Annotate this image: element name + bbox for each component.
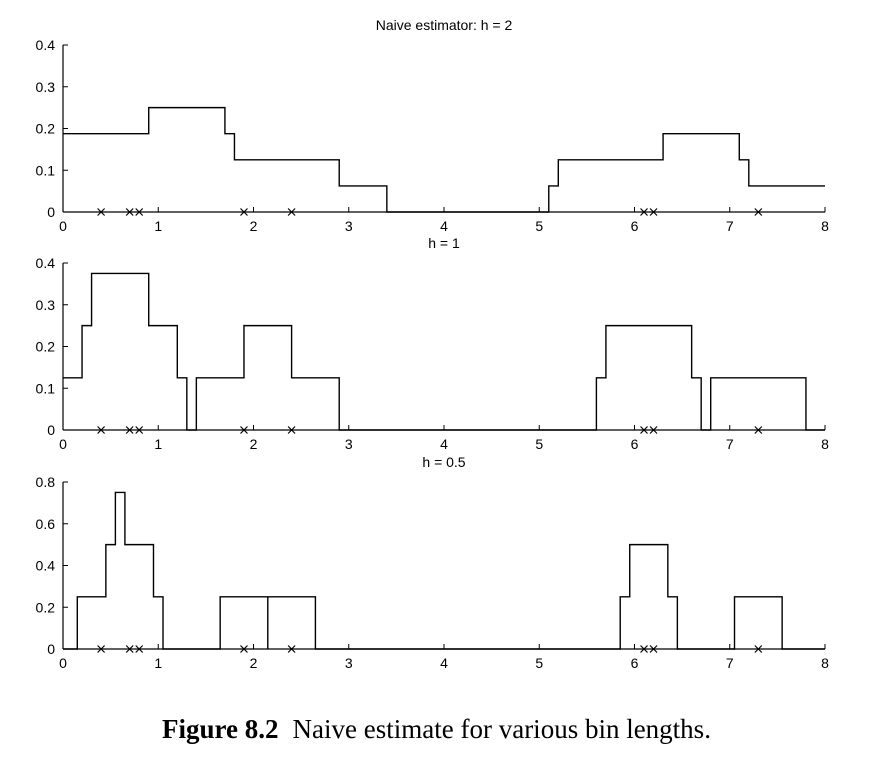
x-tick-label: 1 (154, 436, 162, 452)
sample-marker (135, 426, 144, 434)
caption-number: Figure 8.2 (162, 714, 279, 744)
x-tick-label: 0 (59, 218, 67, 234)
sample-marker (240, 208, 248, 216)
sample-marker (240, 645, 248, 653)
x-tick-label: 5 (535, 655, 543, 671)
sample-marker (97, 426, 106, 434)
x-tick-label: 7 (726, 436, 734, 452)
x-tick-label: 6 (631, 436, 639, 452)
x-tick-label: 6 (631, 655, 639, 671)
x-tick-label: 5 (535, 436, 543, 452)
x-tick-label: 5 (535, 218, 543, 234)
y-tick-label: 0.3 (36, 79, 56, 95)
x-tick-label: 7 (726, 218, 734, 234)
x-tick-label: 1 (154, 655, 162, 671)
sample-marker (240, 426, 248, 434)
sample-marker (97, 208, 106, 216)
y-tick-label: 0.4 (36, 558, 56, 574)
panel-h-1: h = 1 0 1 2 3 4 5 6 7 8 0 0.1 0.2 0.3 0.4 (36, 235, 830, 452)
panel-title: h = 1 (428, 235, 460, 251)
x-tick-label: 3 (345, 218, 353, 234)
sample-marker (125, 645, 134, 653)
sample-marker (135, 208, 144, 216)
x-tick-label: 0 (59, 655, 67, 671)
x-tick-label: 8 (821, 436, 829, 452)
caption-text: Naive estimate for various bin lengths. (292, 714, 711, 744)
x-tick-label: 4 (440, 436, 448, 452)
x-tick-label: 0 (59, 436, 67, 452)
y-tick-label: 0.1 (36, 162, 56, 178)
sample-marker (649, 426, 658, 434)
y-tick-label: 0 (47, 422, 55, 438)
y-tick-label: 0.2 (36, 121, 56, 137)
sample-marker (754, 208, 763, 216)
y-tick-label: 0.4 (36, 255, 56, 271)
sample-marker (649, 208, 658, 216)
x-tick-label: 6 (631, 218, 639, 234)
panel-title: h = 0.5 (422, 454, 465, 470)
y-tick-label: 0.3 (36, 297, 56, 313)
y-tick-label: 0.8 (36, 474, 56, 490)
y-tick-label: 0 (47, 204, 55, 220)
x-tick-label: 1 (154, 218, 162, 234)
x-tick-label: 3 (345, 655, 353, 671)
figure: Naive estimator: h = 2 0 1 2 3 4 5 6 7 8 0 0.1 0.2 0.… (36, 17, 830, 671)
sample-marker (640, 645, 648, 653)
sample-marker (287, 208, 296, 216)
y-tick-label: 0.1 (36, 380, 56, 396)
x-tick-label: 4 (440, 655, 448, 671)
x-tick-label: 3 (345, 436, 353, 452)
y-tick-label: 0.2 (36, 599, 56, 615)
density-step-line (63, 272, 825, 431)
y-tick-label: 0.6 (36, 516, 56, 532)
sample-marker (649, 645, 658, 653)
y-tick-label: 0.2 (36, 339, 56, 355)
sample-marker (287, 426, 296, 434)
sample-marker (640, 208, 648, 216)
x-tick-label: 7 (726, 655, 734, 671)
density-step-line (63, 106, 825, 213)
panel-title: Naive estimator: h = 2 (376, 17, 513, 33)
sample-marker (287, 645, 296, 653)
sample-marker (754, 645, 763, 653)
sample-marker (125, 208, 134, 216)
density-step-line (63, 491, 825, 650)
y-tick-label: 0.4 (36, 37, 56, 53)
x-tick-label: 4 (440, 218, 448, 234)
panel-h-2: Naive estimator: h = 2 0 1 2 3 4 5 6 7 8 0 0.1 0.2 0.… (36, 17, 830, 234)
x-tick-label: 8 (821, 218, 829, 234)
x-tick-label: 2 (250, 218, 258, 234)
sample-marker (125, 426, 134, 434)
figure-caption: Figure 8.2 Naive estimate for various bin… (0, 714, 873, 745)
y-tick-label: 0 (47, 641, 55, 657)
sample-marker (640, 426, 648, 434)
sample-marker (754, 426, 763, 434)
x-tick-label: 2 (250, 436, 258, 452)
panel-h-0-5: h = 0.5 0 1 2 3 4 5 6 7 8 0 0.2 0.4 0.6 0.8 (36, 454, 830, 671)
sample-marker (97, 645, 106, 653)
x-tick-label: 2 (250, 655, 258, 671)
x-tick-label: 8 (821, 655, 829, 671)
sample-marker (135, 645, 144, 653)
